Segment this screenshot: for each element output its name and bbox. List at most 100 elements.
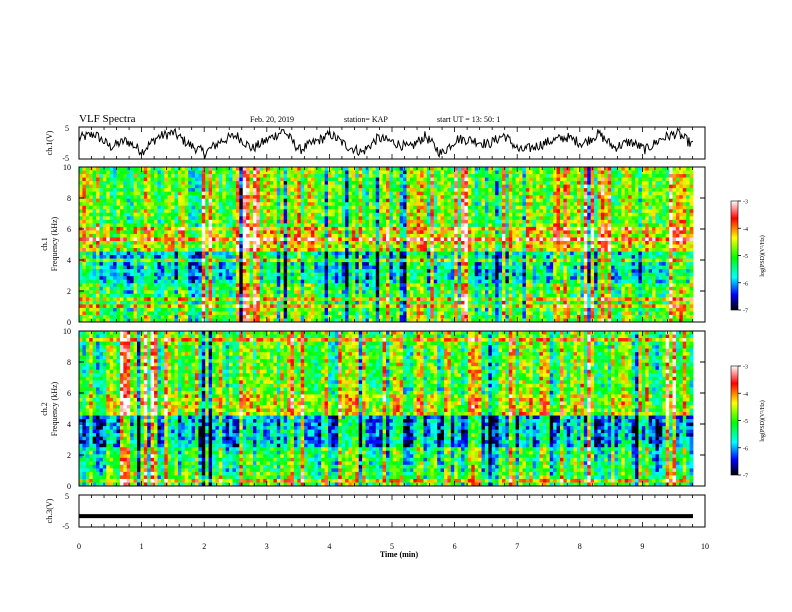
spectrogram-cell xyxy=(426,230,431,235)
spectrogram-cell xyxy=(498,240,503,245)
spectrogram-cell xyxy=(358,240,363,245)
spectrogram-cell xyxy=(519,233,523,238)
spectrogram-cell xyxy=(481,223,486,228)
spectrogram-cell xyxy=(235,233,240,238)
spectrogram-cell xyxy=(474,223,479,228)
spectrogram-cell xyxy=(505,181,510,186)
spectrogram-cell xyxy=(539,167,544,171)
spectrogram-cell xyxy=(440,184,445,189)
spectrogram-cell xyxy=(191,237,196,242)
spectrogram-cell xyxy=(498,226,503,231)
spectrogram-cell xyxy=(563,188,568,193)
spectrogram-cell xyxy=(225,230,230,235)
spectrogram-cell xyxy=(580,230,585,235)
spectrogram-cell xyxy=(624,188,629,193)
spectrogram-cell xyxy=(355,205,360,210)
spectrogram-cell xyxy=(85,248,90,252)
spectrogram-cell xyxy=(461,198,465,203)
spectrogram-cell xyxy=(150,181,155,186)
spectrogram-cell xyxy=(580,244,585,249)
spectrogram-cell xyxy=(82,240,87,245)
spectrogram-cell xyxy=(386,184,390,189)
spectrogram-cell xyxy=(662,212,667,217)
spectrogram-cell xyxy=(147,262,152,267)
spectrogram-cell xyxy=(652,219,656,224)
spectrogram-cell xyxy=(546,181,551,186)
spectrogram-cell xyxy=(205,255,210,259)
spectrogram-cell xyxy=(263,244,268,249)
spectrogram-cell xyxy=(143,212,148,217)
spectrogram-cell xyxy=(440,223,445,228)
spectrogram-cell xyxy=(126,233,131,238)
spectrogram-cell xyxy=(617,230,622,235)
spectrogram-cell xyxy=(300,223,305,228)
spectrogram-cell xyxy=(447,244,452,249)
spectrogram-cell xyxy=(106,233,111,238)
spectrogram-cell xyxy=(454,181,459,186)
spectrogram-cell xyxy=(119,240,124,245)
spectrogram-cell xyxy=(181,240,186,245)
spectrogram-cell xyxy=(641,237,646,242)
spectrogram-cell xyxy=(205,223,210,228)
spectrogram-cell xyxy=(587,202,592,207)
spectrogram-cell xyxy=(201,174,206,178)
spectrogram-cell xyxy=(532,170,537,175)
spectrogram-cell xyxy=(655,226,660,231)
spectrogram-cell xyxy=(184,258,189,263)
spectrogram-cell xyxy=(99,223,104,228)
spectrogram-cell xyxy=(324,240,329,245)
spectrogram-cell xyxy=(662,219,667,224)
spectrogram-cell xyxy=(150,255,155,259)
spectrogram-cell xyxy=(263,170,268,175)
spectrogram-cell xyxy=(188,174,192,178)
spectrogram-cell xyxy=(379,255,383,259)
spectrogram-cell xyxy=(283,219,288,224)
spectrogram-cell xyxy=(92,167,97,171)
spectrogram-cell xyxy=(392,198,397,203)
spectrogram-cell xyxy=(287,170,291,175)
spectrogram-cell xyxy=(358,195,363,200)
spectrogram-cell xyxy=(259,205,264,210)
spectrogram-cell xyxy=(321,230,325,235)
spectrogram-cell xyxy=(222,251,227,256)
spectrogram-cell xyxy=(641,233,646,238)
spectrogram-cell xyxy=(409,255,414,259)
spectrogram-cell xyxy=(188,202,192,207)
spectrogram-cell xyxy=(645,255,650,259)
spectrogram-cell xyxy=(290,188,295,193)
spectrogram-cell xyxy=(652,244,656,249)
spectrogram-cell xyxy=(392,258,397,263)
spectrogram-cell xyxy=(174,198,179,203)
spectrogram-cell xyxy=(546,209,551,214)
spectrogram-cell xyxy=(648,223,653,228)
spectrogram-cell xyxy=(351,226,356,231)
spectrogram-cell xyxy=(447,205,452,210)
spectrogram-cell xyxy=(399,209,404,214)
spectrogram-cell xyxy=(399,226,404,231)
spectrogram-cell xyxy=(310,195,315,200)
spectrogram-cell xyxy=(675,167,680,171)
spectrogram-cell xyxy=(136,177,141,182)
spectrogram-cell xyxy=(379,202,383,207)
spectrogram-cell xyxy=(297,212,302,217)
spectrogram-cell xyxy=(491,205,496,210)
spectrogram-cell xyxy=(232,198,237,203)
spectrogram-cell xyxy=(641,184,646,189)
spectrogram-cell xyxy=(614,219,619,224)
spectrogram-cell xyxy=(481,184,486,189)
spectrogram-cell xyxy=(113,174,117,178)
spectrogram-cell xyxy=(454,233,459,238)
spectrogram-cell xyxy=(573,177,578,182)
spectrogram-cell xyxy=(443,170,448,175)
spectrogram-cell xyxy=(341,209,346,214)
spectrogram-cell xyxy=(413,244,418,249)
spectrogram-cell xyxy=(587,237,592,242)
spectrogram-cell xyxy=(102,181,107,186)
spectrogram-cell xyxy=(181,167,186,171)
spectrogram-cell xyxy=(628,230,632,235)
spectrogram-cell xyxy=(164,255,169,259)
spectrogram-cell xyxy=(89,181,94,186)
spectrogram-cell xyxy=(512,177,517,182)
spectrogram-cell xyxy=(102,209,107,214)
spectrogram-cell xyxy=(508,177,513,182)
